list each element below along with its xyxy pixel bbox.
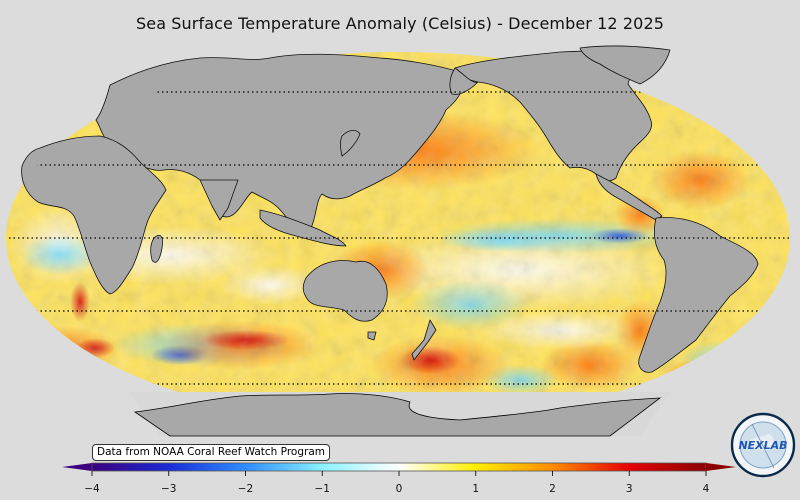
madagascar (150, 234, 163, 263)
colorbar-tick-label: 2 (549, 483, 556, 495)
land-layer (21, 45, 759, 373)
south-america (638, 217, 759, 373)
india (199, 179, 239, 221)
japan (340, 130, 361, 157)
colorbar-tick-label: 0 (396, 483, 403, 495)
map-title: Sea Surface Temperature Anomaly (Celsius… (136, 14, 664, 33)
colorbar-tick-label: −1 (315, 483, 330, 495)
greenland (579, 45, 671, 85)
australia (302, 260, 388, 322)
nexlab-logo[interactable]: NEXLAB (730, 412, 796, 478)
indonesia (259, 209, 347, 247)
anomaly-patch (667, 370, 703, 390)
colorbar-tick-label: 4 (703, 483, 710, 495)
colorbar-tick-label: 1 (472, 483, 479, 495)
colorbar-tick-label: −2 (238, 483, 253, 495)
colorbar-extend-low (62, 463, 92, 471)
colorbar-extend-high (706, 463, 736, 471)
colorbar: −4 −3 −2 −1 0 1 2 3 4 (62, 462, 736, 495)
colorbar-tick-label: −4 (84, 483, 100, 495)
colorbar-gradient (91, 462, 707, 472)
tasmania (367, 331, 377, 341)
colorbar-tick-label: −3 (161, 483, 176, 495)
logo-text: NEXLAB (738, 439, 787, 452)
antarctica-land (133, 393, 662, 437)
new-zealand (411, 319, 437, 361)
logo-meridian (751, 423, 775, 469)
sst-anomaly-map (6, 45, 790, 437)
africa (21, 135, 167, 295)
colorbar-tick-label: 3 (626, 483, 633, 495)
data-attribution: Data from NOAA Coral Reef Watch Program (92, 444, 330, 461)
